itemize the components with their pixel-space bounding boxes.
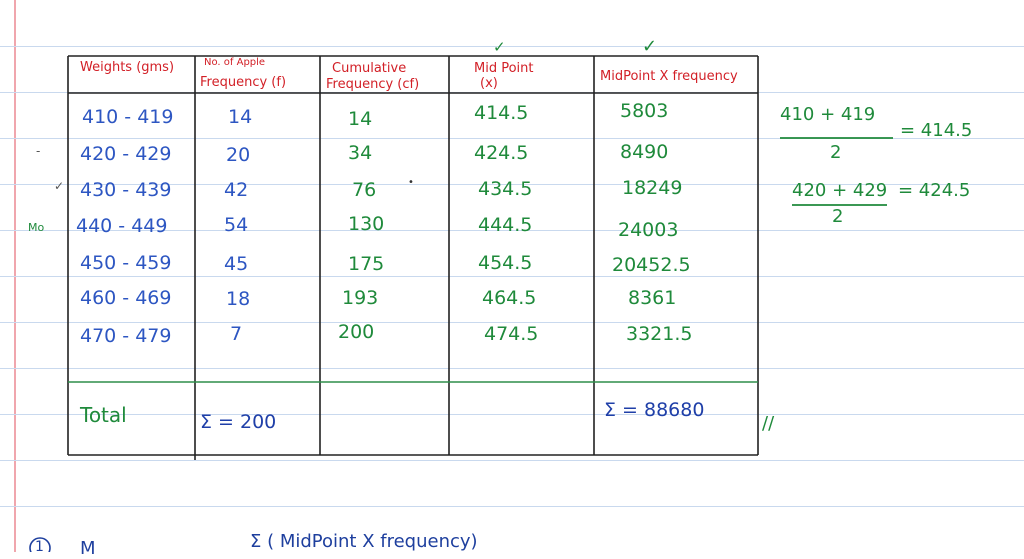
cell-frequency: 54 [224, 214, 249, 236]
cell-product: 5803 [620, 100, 669, 122]
notebook-rule-line [0, 322, 1024, 323]
notebook-rule-line [0, 46, 1024, 47]
cell-midpoint: 464.5 [482, 287, 537, 309]
cell-midpoint: 444.5 [478, 214, 533, 236]
calc2-denominator: 2 [832, 206, 844, 227]
check-midpoint-icon: ✓ [493, 38, 506, 56]
notebook-rule-line [0, 276, 1024, 277]
notebook-rule-line [0, 368, 1024, 369]
row-dash-mark: - [36, 144, 41, 158]
cell-frequency: 45 [224, 253, 249, 275]
header-cumulative-line1: Cumulative [332, 61, 407, 76]
calc1-denominator: 2 [830, 142, 842, 163]
header-weights: Weights (gms) [80, 60, 175, 75]
cell-product: 8490 [620, 141, 669, 163]
circled-number: 1 [35, 539, 44, 555]
stray-dot: • [408, 177, 414, 188]
total-frequency-sum: Σ = 200 [200, 411, 277, 433]
cell-weights: 460 - 469 [80, 287, 172, 309]
circled-number-ring [29, 537, 51, 552]
header-apple-count-line2: Frequency (f) [200, 75, 287, 90]
cell-weights: 440 - 449 [76, 215, 168, 237]
mean-formula: Σ ( MidPoint X frequency) [250, 531, 478, 552]
cell-product: 20452.5 [612, 254, 691, 276]
notebook-rule-line [0, 138, 1024, 139]
cell-midpoint: 454.5 [478, 252, 533, 274]
calc2-numerator: 420 + 429 [792, 180, 888, 201]
cell-midpoint: 434.5 [478, 178, 533, 200]
cell-frequency: 7 [230, 323, 243, 345]
cell-frequency: 14 [228, 106, 253, 128]
total-label: Total [80, 403, 127, 427]
cell-cumulative: 130 [348, 213, 385, 235]
cell-weights: 420 - 429 [80, 143, 172, 165]
cell-weights: 410 - 419 [82, 106, 174, 128]
header-cumulative-line2: Frequency (cf) [326, 77, 420, 92]
calc1-numerator: 410 + 419 [780, 104, 876, 125]
notebook-rule-line [0, 230, 1024, 231]
calc2-result: = 424.5 [898, 180, 971, 201]
mean-label: M [80, 538, 96, 559]
cell-cumulative: 76 [352, 179, 377, 201]
cell-product: 8361 [628, 287, 677, 309]
cell-product: 24003 [618, 219, 679, 241]
double-slash-mark: // [762, 413, 775, 434]
check-product-icon: ✓ [642, 36, 658, 57]
notebook-rule-line [0, 184, 1024, 185]
cell-frequency: 20 [226, 144, 251, 166]
notebook-rule-line [0, 460, 1024, 461]
cell-frequency: 18 [226, 288, 251, 310]
cell-cumulative: 193 [342, 287, 379, 309]
cell-cumulative: 14 [348, 108, 373, 130]
cell-midpoint: 474.5 [484, 323, 539, 345]
row-check-icon: ✓ [54, 179, 65, 193]
cell-midpoint: 424.5 [474, 142, 529, 164]
total-product-sum: Σ = 88680 [604, 399, 705, 421]
cell-cumulative: 175 [348, 253, 385, 275]
notebook-rule-line [0, 506, 1024, 507]
notebook-rule-line [0, 414, 1024, 415]
header-midpoint-x-frequency: MidPoint X frequency [600, 69, 738, 84]
cell-cumulative: 34 [348, 142, 373, 164]
cell-product: 18249 [622, 177, 683, 199]
header-midpoint-line1: Mid Point [474, 61, 534, 76]
cell-weights: 470 - 479 [80, 325, 172, 347]
calc1-result: = 414.5 [900, 120, 973, 141]
cell-cumulative: 200 [338, 321, 375, 343]
header-apple-count-line1: No. of Apple [204, 57, 266, 68]
modal-class-marker: Mo [28, 221, 45, 234]
header-midpoint-line2: (x) [480, 76, 498, 91]
cell-weights: 450 - 459 [80, 252, 172, 274]
cell-product: 3321.5 [626, 323, 693, 345]
cell-midpoint: 414.5 [474, 102, 529, 124]
cell-weights: 430 - 439 [80, 179, 172, 201]
cell-frequency: 42 [224, 179, 249, 201]
